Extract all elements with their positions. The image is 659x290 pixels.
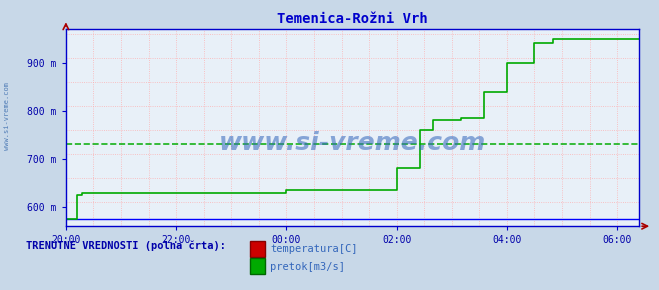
Text: www.si-vreme.com: www.si-vreme.com [3,82,10,150]
Title: Temenica-Rožni Vrh: Temenica-Rožni Vrh [277,12,428,26]
Text: www.si-vreme.com: www.si-vreme.com [219,131,486,155]
Text: pretok[m3/s]: pretok[m3/s] [270,262,345,272]
Text: temperatura[C]: temperatura[C] [270,244,358,254]
Text: TRENUTNE VREDNOSTI (polna črta):: TRENUTNE VREDNOSTI (polna črta): [26,241,226,251]
